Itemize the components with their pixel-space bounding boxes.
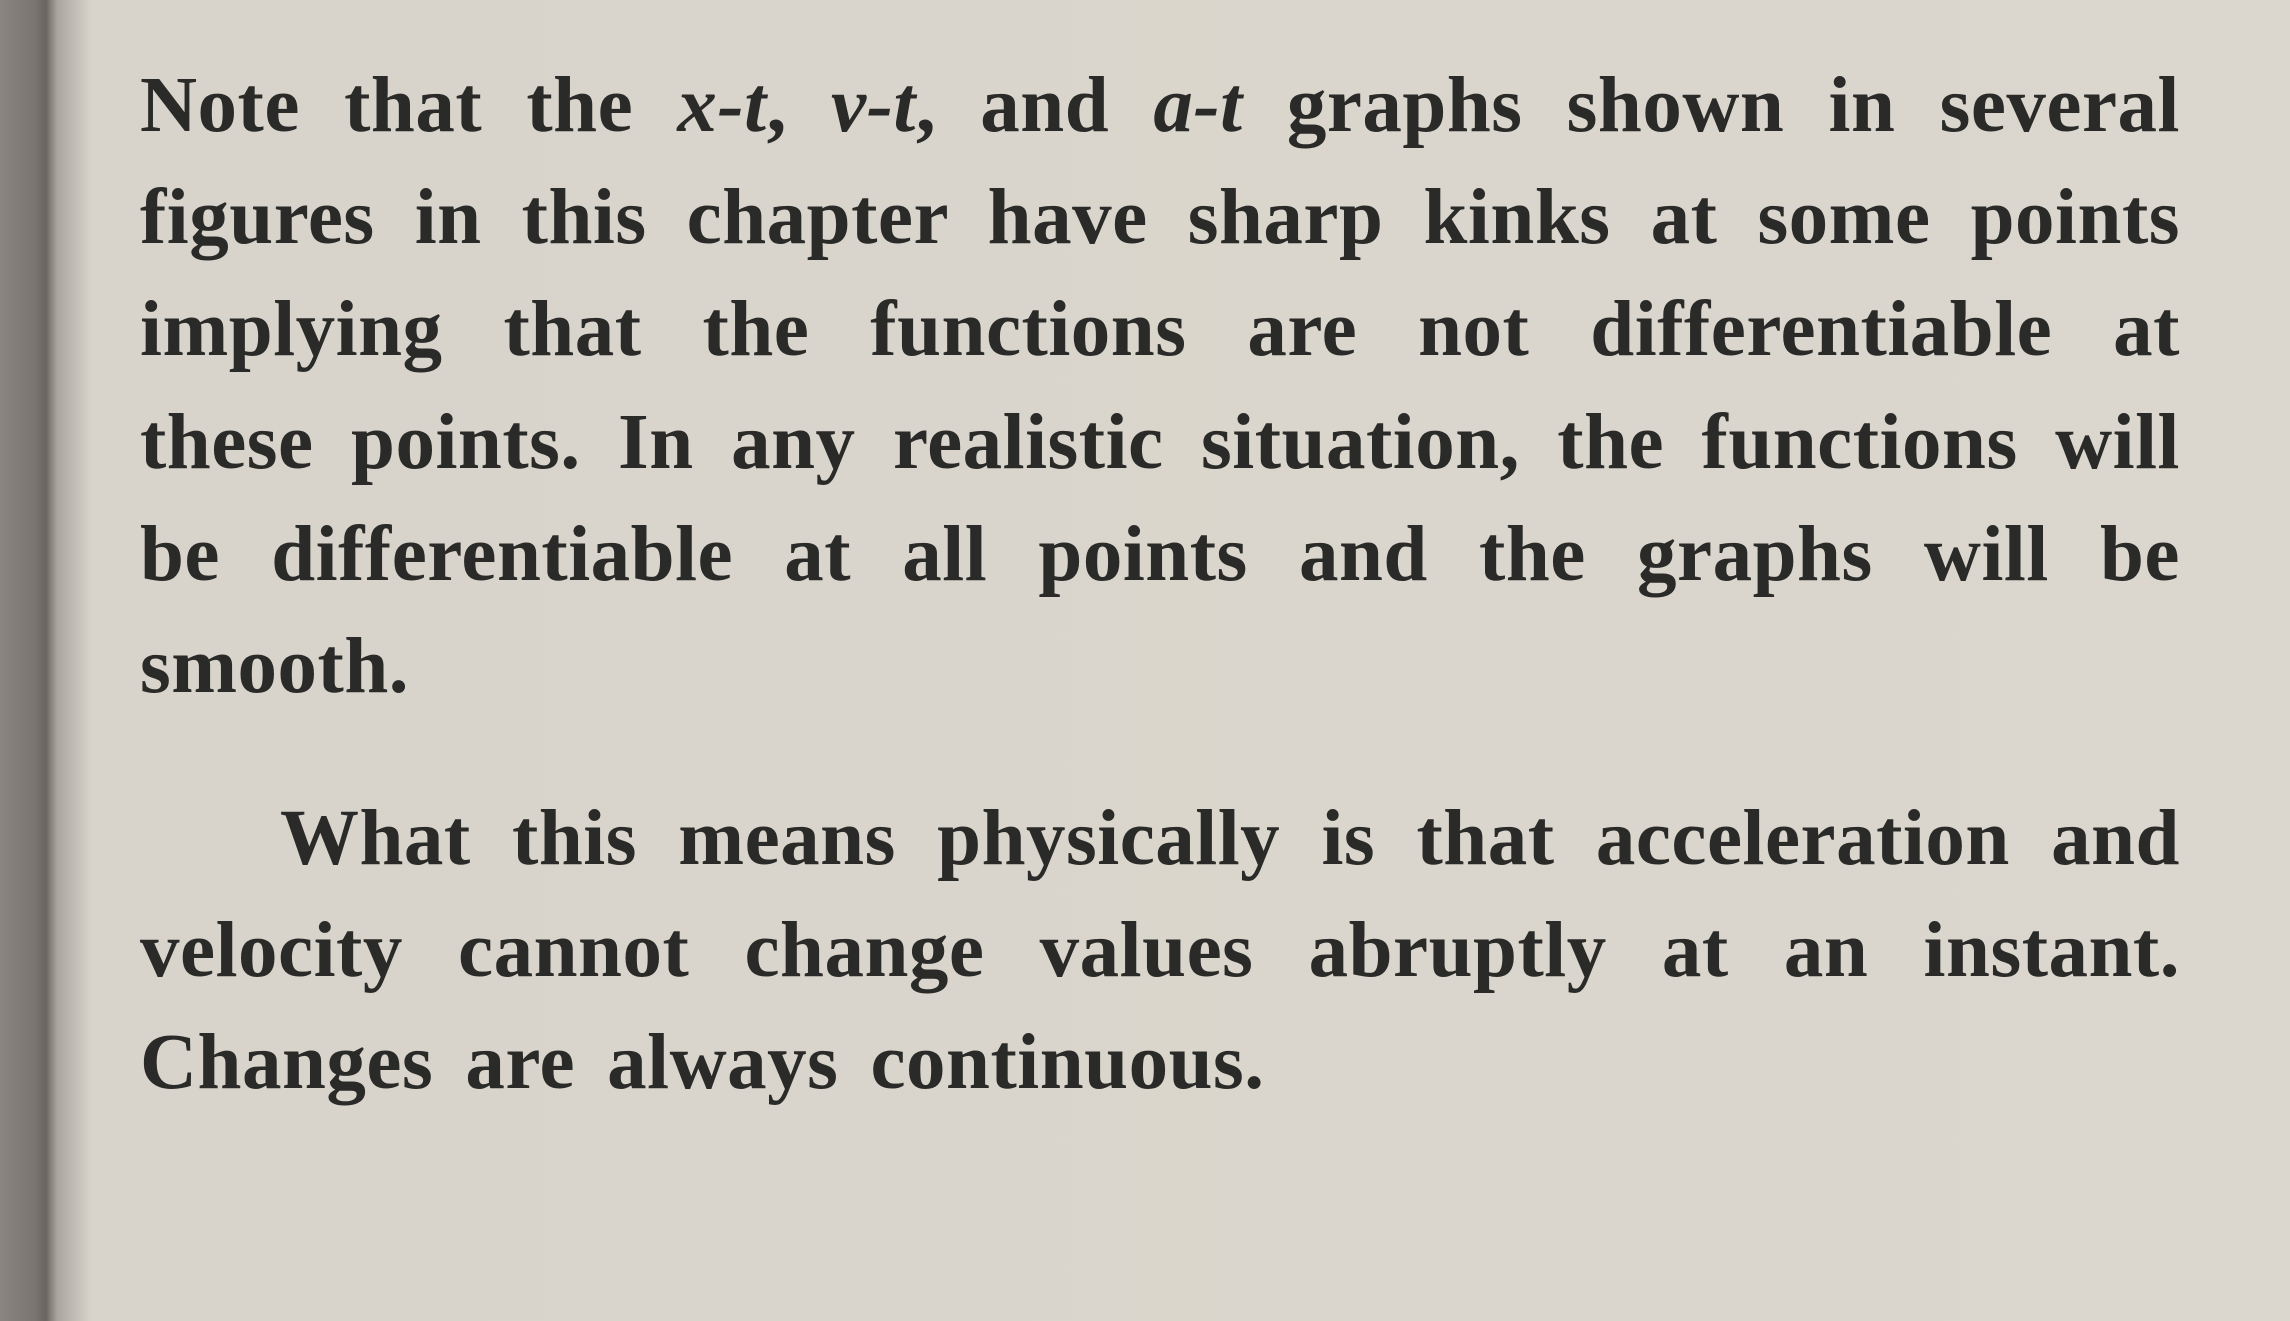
p2-text: What this means physically is that accel… <box>140 795 2180 1106</box>
p1-mid1: , <box>767 62 831 149</box>
variable-xt: x-t <box>677 62 766 149</box>
variable-at: a-t <box>1153 62 1242 149</box>
page-content: Note that the x-t, v-t, and a-t graphs s… <box>120 30 2220 1140</box>
p1-suffix: graphs shown in several figures in this … <box>140 62 2180 710</box>
variable-vt: v-t <box>831 62 916 149</box>
p1-mid2: , and <box>916 62 1154 149</box>
paragraph-2: What this means physically is that accel… <box>140 783 2180 1120</box>
p1-prefix: Note that the <box>140 62 677 149</box>
paragraph-1: Note that the x-t, v-t, and a-t graphs s… <box>140 50 2180 723</box>
